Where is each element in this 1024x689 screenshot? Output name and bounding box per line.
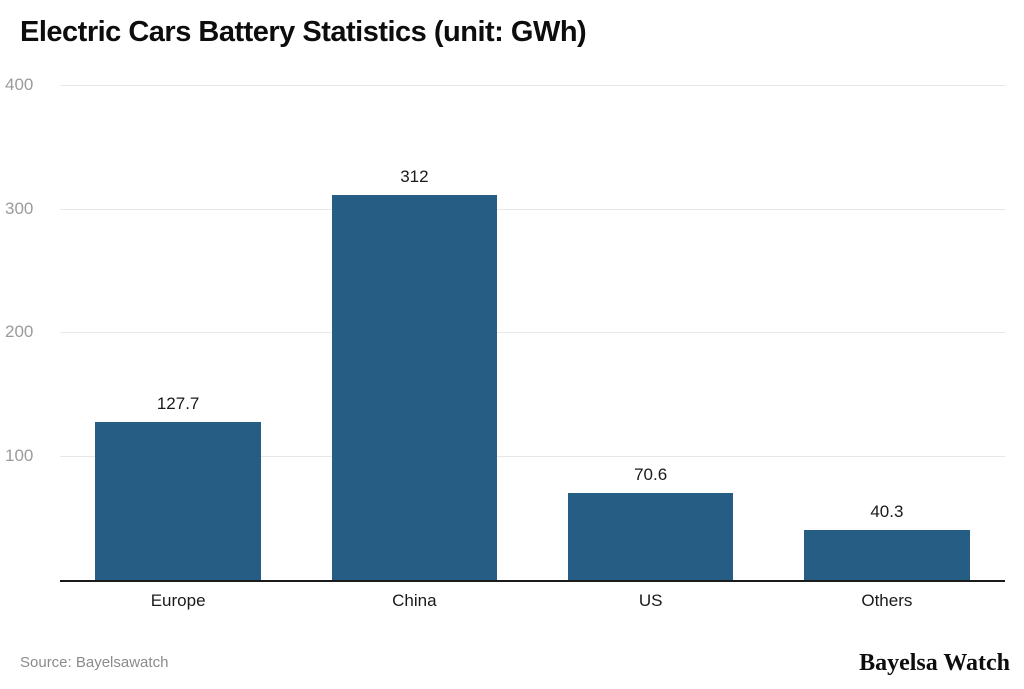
brand-watermark: Bayelsa Watch: [859, 650, 1010, 676]
bar-others: [804, 530, 970, 580]
gridline: [60, 455, 1005, 457]
gridline: [60, 208, 1005, 210]
bar-value-label: 40.3: [870, 502, 904, 522]
bar-china: [331, 194, 498, 580]
bar-us: [567, 492, 734, 580]
x-tick-label: China: [392, 591, 437, 610]
x-tick-label: US: [638, 591, 663, 610]
bar-europe: [95, 422, 261, 580]
source-credit: Source: Bayelsawatch: [20, 654, 169, 671]
gridline: [60, 332, 1005, 333]
bar-value-label: 312: [400, 166, 429, 186]
bar-value-label: 70.6: [634, 464, 668, 484]
x-axis-labels: Europe China US Others: [60, 591, 1005, 611]
y-tick-label: 200: [5, 322, 34, 341]
y-tick-label: 400: [5, 75, 34, 94]
plot-area: 100 200 300 400 127.7 312 70.6 40.3: [5, 75, 1005, 582]
y-tick-label: 300: [5, 198, 34, 218]
y-tick-label: 100: [5, 445, 34, 465]
gridline: [60, 85, 1005, 86]
chart-title: Electric Cars Battery Statistics (unit: …: [20, 16, 587, 48]
x-tick-label: Others: [861, 591, 913, 610]
x-tick-label: Europe: [150, 591, 206, 610]
bar-value-label: 127.7: [156, 394, 200, 414]
